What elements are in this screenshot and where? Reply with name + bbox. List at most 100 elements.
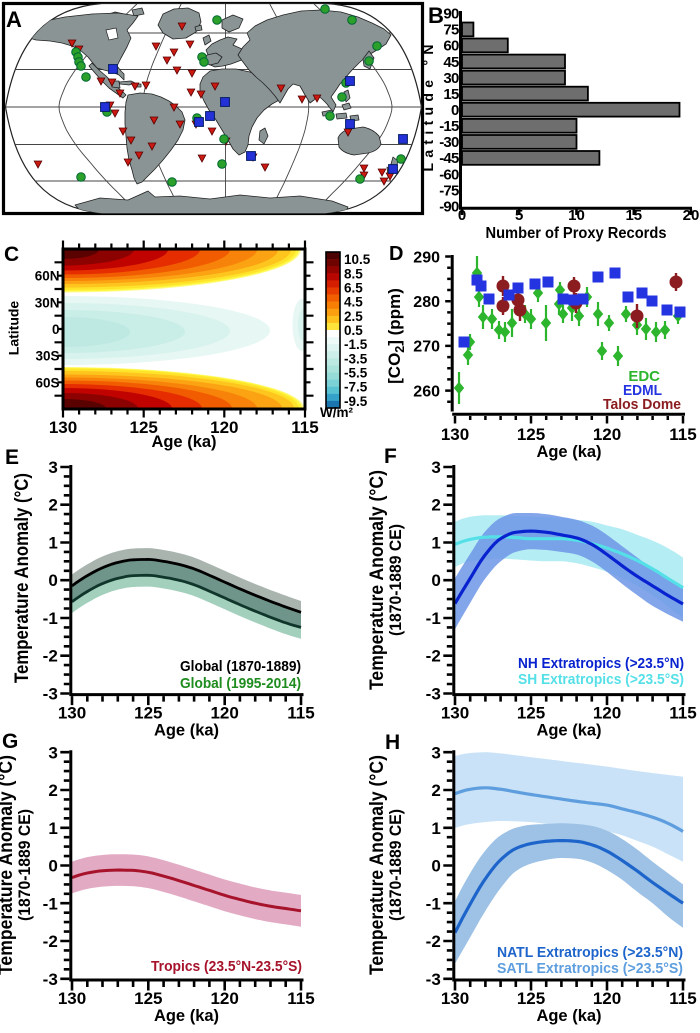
svg-text:Tropics (23.5°N-23.5°S): Tropics (23.5°N-23.5°S): [151, 958, 302, 975]
svg-text:-2: -2: [43, 647, 58, 666]
svg-text:G: G: [2, 730, 18, 753]
svg-text:EDC: EDC: [628, 368, 660, 385]
svg-text:0: 0: [451, 102, 459, 119]
svg-text:115: 115: [287, 989, 314, 1008]
svg-text:-3: -3: [43, 970, 58, 989]
svg-text:0: 0: [48, 571, 57, 590]
svg-text:130: 130: [441, 425, 469, 444]
svg-text:-3: -3: [426, 970, 441, 989]
svg-text:-2: -2: [426, 932, 441, 951]
svg-text:A: A: [6, 7, 22, 32]
svg-text:0: 0: [458, 207, 466, 224]
svg-text:60N: 60N: [35, 269, 60, 284]
svg-text:115: 115: [291, 418, 318, 437]
svg-text:115: 115: [287, 704, 314, 723]
svg-text:Temperature Anomaly (°C): Temperature Anomaly (°C): [12, 473, 33, 683]
svg-text:60: 60: [443, 38, 459, 55]
svg-text:NATL Extratropics (>23.5°N): NATL Extratropics (>23.5°N): [497, 944, 683, 961]
svg-text:2: 2: [48, 496, 57, 515]
svg-text:-3: -3: [43, 684, 58, 703]
svg-text:75: 75: [443, 22, 459, 39]
svg-text:Age (ka): Age (ka): [154, 1007, 219, 1025]
svg-text:-1: -1: [426, 609, 441, 628]
svg-text:30: 30: [443, 70, 459, 87]
svg-text:(1870-1889 CE): (1870-1889 CE): [15, 809, 34, 921]
svg-text:60S: 60S: [35, 375, 59, 390]
svg-text:125: 125: [134, 989, 162, 1008]
svg-text:Global (1995-2014): Global (1995-2014): [180, 675, 301, 692]
svg-text:-1: -1: [426, 894, 441, 913]
svg-text:SATL Extratropics (>23.5°S): SATL Extratropics (>23.5°S): [497, 960, 683, 977]
svg-text:Age (ka): Age (ka): [536, 722, 601, 740]
svg-text:-2: -2: [43, 932, 58, 951]
svg-text:-15: -15: [439, 118, 459, 135]
svg-text:1: 1: [48, 533, 57, 552]
svg-text:(1870-1889 CE): (1870-1889 CE): [386, 524, 405, 636]
svg-text:F: F: [384, 445, 397, 468]
svg-text:Age (ka): Age (ka): [536, 443, 601, 461]
svg-text:Age (ka): Age (ka): [154, 722, 219, 740]
svg-text:2.5: 2.5: [344, 309, 363, 324]
svg-text:E: E: [5, 446, 19, 469]
svg-text:10: 10: [568, 207, 585, 224]
svg-text:125: 125: [517, 989, 545, 1008]
svg-text:NH Extratropics (>23.5°N): NH Extratropics (>23.5°N): [518, 655, 684, 672]
svg-text:Temperature Anomaly (°C): Temperature Anomaly (°C): [367, 755, 388, 975]
svg-text:Latitude °N: Latitude °N: [420, 45, 436, 172]
svg-text:3: 3: [48, 743, 57, 762]
svg-text:115: 115: [669, 425, 696, 444]
svg-text:130: 130: [58, 704, 86, 723]
svg-text:120: 120: [593, 425, 621, 444]
svg-text:-1.5: -1.5: [344, 337, 368, 352]
svg-text:W/m²: W/m²: [320, 405, 353, 420]
svg-text:120: 120: [210, 418, 238, 437]
svg-text:120: 120: [593, 989, 621, 1008]
svg-text:125: 125: [130, 418, 158, 437]
svg-text:20: 20: [683, 207, 700, 224]
svg-text:120: 120: [210, 989, 238, 1008]
svg-text:280: 280: [413, 294, 440, 311]
svg-text:115: 115: [669, 704, 696, 723]
svg-text:-7.5: -7.5: [344, 380, 368, 395]
svg-text:125: 125: [517, 704, 545, 723]
svg-text:C: C: [4, 243, 19, 266]
svg-text:1: 1: [431, 819, 440, 838]
svg-text:Age (ka): Age (ka): [536, 1007, 601, 1025]
svg-text:-3: -3: [426, 684, 441, 703]
svg-text:0: 0: [431, 857, 440, 876]
svg-text:0.5: 0.5: [344, 323, 363, 338]
svg-text:6.5: 6.5: [344, 281, 363, 296]
svg-text:15: 15: [443, 86, 459, 103]
svg-text:-75: -75: [439, 182, 459, 199]
svg-text:3: 3: [431, 743, 440, 762]
svg-text:3: 3: [48, 458, 57, 477]
svg-text:SH Extratropics (>23.5°S): SH Extratropics (>23.5°S): [518, 671, 684, 688]
svg-text:270: 270: [413, 339, 440, 356]
svg-text:(1870-1889 CE): (1870-1889 CE): [386, 809, 405, 921]
svg-text:4.5: 4.5: [344, 295, 363, 310]
svg-text:Latitude: Latitude: [6, 301, 22, 356]
svg-text:125: 125: [134, 704, 162, 723]
svg-text:H: H: [385, 731, 400, 754]
svg-text:130: 130: [49, 418, 77, 437]
svg-text:260: 260: [413, 383, 440, 400]
svg-text:Temperature Anomaly (°C): Temperature Anomaly (°C): [0, 755, 17, 975]
svg-text:-3.5: -3.5: [344, 351, 368, 366]
svg-text:1: 1: [431, 533, 440, 552]
svg-text:10.5: 10.5: [344, 252, 371, 267]
svg-text:-90: -90: [439, 198, 459, 215]
svg-text:Number of Proxy Records: Number of Proxy Records: [486, 225, 667, 242]
svg-text:-30: -30: [439, 134, 459, 151]
svg-text:5: 5: [515, 207, 523, 224]
svg-text:120: 120: [593, 704, 621, 723]
svg-text:2: 2: [431, 781, 440, 800]
svg-text:2: 2: [48, 781, 57, 800]
svg-text:15: 15: [625, 207, 642, 224]
svg-text:125: 125: [517, 425, 545, 444]
svg-text:Talos Dome: Talos Dome: [603, 396, 681, 413]
svg-text:45: 45: [443, 54, 459, 71]
svg-text:-60: -60: [439, 166, 459, 183]
svg-text:120: 120: [210, 704, 238, 723]
svg-text:-45: -45: [439, 150, 459, 167]
svg-text:-1: -1: [43, 609, 58, 628]
